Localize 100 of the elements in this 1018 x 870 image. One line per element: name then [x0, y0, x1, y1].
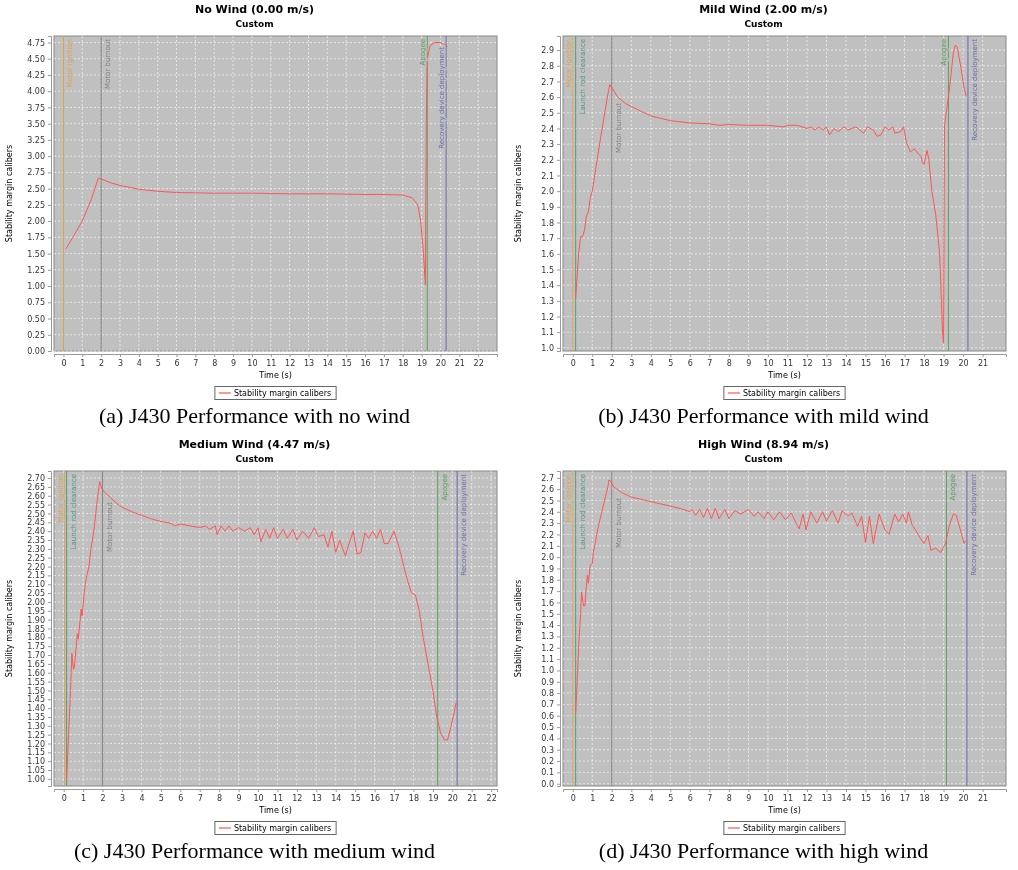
y-tick-label: 1.25	[27, 265, 45, 275]
y-tick-label: 1.2	[541, 643, 554, 653]
y-tick-label: 1.50	[27, 249, 45, 259]
y-tick-label: 2.6	[541, 485, 554, 495]
chart-subtitle: Custom	[744, 19, 783, 29]
y-tick-label: 1.5	[541, 265, 554, 275]
x-tick-label: 16	[880, 793, 891, 803]
x-tick-label: 10	[763, 358, 774, 368]
x-tick-label: 10	[247, 358, 258, 368]
legend-label: Stability margin calibers	[233, 824, 332, 833]
x-tick-label: 15	[860, 793, 872, 803]
x-tick-label: 17	[389, 793, 400, 803]
y-tick-label: 2.50	[27, 509, 45, 519]
y-tick-label: 1.55	[27, 677, 45, 687]
y-tick-label: 4.75	[27, 38, 45, 48]
x-tick-label: 7	[197, 793, 203, 803]
y-tick-label: 1.15	[27, 748, 45, 758]
x-tick-label: 6	[178, 793, 184, 803]
x-tick-label: 21	[454, 358, 465, 368]
y-tick-label: 2.2	[541, 530, 554, 540]
y-tick-label: 2.55	[27, 500, 45, 510]
chart-title: High Wind (8.94 m/s)	[697, 438, 830, 451]
x-tick-label: 19	[417, 358, 428, 368]
x-tick-label: 15	[341, 358, 352, 368]
y-tick-label: 2.50	[27, 184, 45, 194]
y-tick-label: 4.50	[27, 54, 45, 64]
y-tick-label: 2.8	[541, 61, 554, 71]
y-tick-label: 1.00	[27, 774, 45, 784]
y-tick-label: 2.35	[27, 536, 45, 546]
y-tick-label: 2.9	[541, 46, 554, 56]
y-tick-label: 2.6	[541, 93, 554, 103]
y-tick-label: 0.75	[27, 298, 45, 308]
chart-title: Mild Wind (2.00 m/s)	[699, 3, 828, 16]
x-tick-label: 20	[958, 358, 969, 368]
y-tick-label: 2.5	[541, 496, 554, 506]
x-tick-label: 2	[609, 358, 615, 368]
x-tick-label: 4	[139, 793, 145, 803]
x-tick-label: 3	[117, 358, 124, 368]
y-tick-label: 2.60	[27, 491, 45, 501]
y-tick-label: 2.30	[27, 544, 45, 554]
y-tick-label: 1.1	[541, 655, 554, 665]
x-tick-label: 2	[99, 358, 105, 368]
x-tick-label: 3	[629, 793, 635, 803]
x-tick-label: 0	[570, 793, 576, 803]
x-tick-label: 0	[61, 358, 67, 368]
y-tick-label: 1.35	[27, 713, 45, 723]
y-tick-label: 2.1	[541, 171, 554, 181]
x-tick-label: 20	[435, 358, 447, 368]
x-tick-label: 17	[899, 793, 911, 803]
y-axis-title: Stability margin calibers	[514, 579, 523, 678]
x-tick-label: 11	[782, 793, 794, 803]
x-tick-label: 10	[763, 793, 774, 803]
text: (c) J430 Performance with medium wind	[73, 838, 436, 863]
chart-subtitle: Custom	[235, 19, 274, 29]
x-tick-label: 11	[782, 358, 794, 368]
x-tick-label: 13	[821, 358, 833, 368]
y-tick-label: 1.05	[27, 766, 45, 776]
y-tick-label: 4.00	[27, 87, 45, 97]
y-tick-label: 2.70	[27, 474, 45, 484]
chart-title: Medium Wind (4.47 m/s)	[178, 438, 331, 451]
y-tick-label: 1.9	[541, 564, 554, 574]
y-tick-label: 1.50	[27, 686, 45, 696]
x-tick-label: 9	[236, 793, 242, 803]
y-tick-label: 1.60	[27, 668, 45, 678]
x-tick-label: 21	[467, 793, 478, 803]
x-tick-label: 19	[938, 793, 950, 803]
x-tick-label: 14	[841, 358, 852, 368]
y-tick-label: 0.6	[541, 711, 554, 721]
y-tick-label: 2.4	[541, 507, 554, 517]
y-tick-label: 2.75	[27, 168, 45, 178]
x-tick-label: 6	[687, 358, 693, 368]
x-tick-label: 7	[707, 358, 713, 368]
y-tick-label: 1.45	[27, 695, 45, 705]
y-tick-label: 2.00	[27, 598, 45, 608]
y-tick-label: 0.00	[27, 347, 45, 357]
y-tick-label: 1.6	[541, 249, 554, 259]
x-tick-label: 5	[668, 358, 674, 368]
y-tick-label: 1.8	[541, 575, 554, 585]
y-tick-label: 1.10	[27, 757, 45, 767]
x-tick-label: 13	[821, 793, 833, 803]
y-tick-label: 1.8	[541, 218, 554, 228]
y-tick-label: 2.10	[27, 580, 45, 590]
text: (b) J430 Performance with mild wind	[598, 403, 929, 428]
y-tick-label: 1.20	[27, 739, 45, 749]
y-tick-label: 1.00	[27, 282, 45, 292]
x-tick-label: 8	[212, 358, 218, 368]
x-tick-label: 7	[707, 793, 713, 803]
x-tick-label: 6	[174, 358, 180, 368]
y-tick-label: 2.20	[27, 562, 45, 572]
x-tick-label: 1	[590, 358, 596, 368]
y-tick-label: 0.3	[541, 745, 554, 755]
x-tick-label: 3	[629, 358, 635, 368]
legend-label: Stability margin calibers	[742, 824, 841, 833]
y-tick-label: 2.1	[541, 541, 554, 551]
y-tick-label: 1.70	[27, 651, 45, 661]
y-tick-label: 1.4	[541, 281, 554, 291]
x-tick-label: 18	[398, 358, 409, 368]
y-tick-label: 1.90	[27, 615, 45, 625]
y-tick-label: 3.25	[27, 135, 45, 145]
x-tick-label: 1	[590, 793, 596, 803]
